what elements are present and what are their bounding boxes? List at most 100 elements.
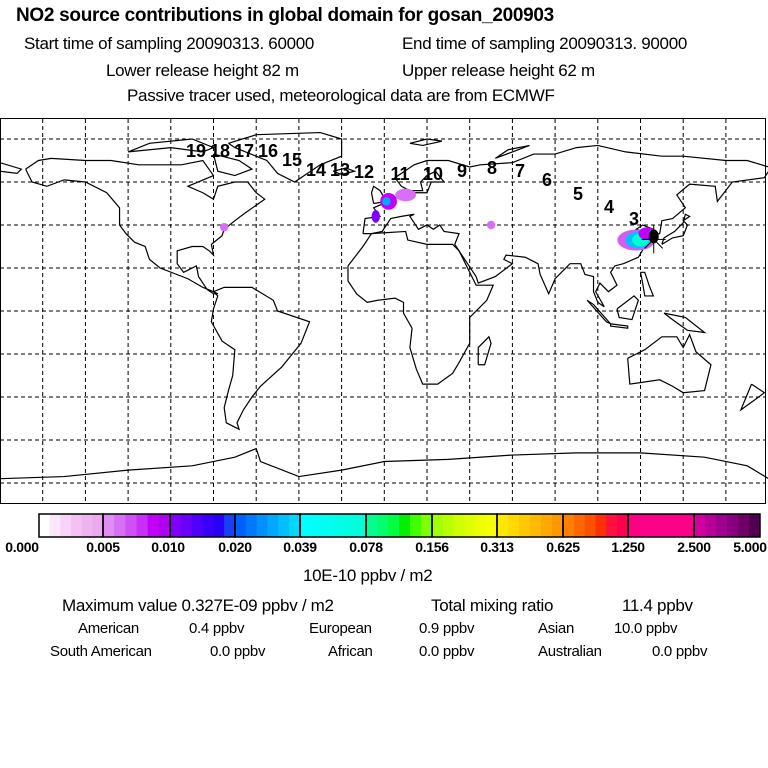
region-american-label: American [78, 620, 139, 637]
colorbar-tick-label: 0.010 [151, 539, 185, 555]
plume-patch [395, 188, 417, 202]
colorbar-swatch [672, 514, 684, 537]
colorbar-swatch [749, 514, 761, 537]
release-site-marker [641, 225, 666, 254]
colorbar-swatch [60, 514, 72, 537]
release-star-ray [644, 239, 655, 249]
colorbar-swatch [453, 514, 465, 537]
colorbar-swatch [595, 514, 607, 537]
coastline-java [610, 323, 629, 329]
colorbar-swatch [639, 514, 651, 537]
trajectory-label: 13 [329, 160, 351, 180]
trajectory-label: 10 [422, 164, 444, 184]
trajectory-label: 17 [233, 141, 255, 161]
colorbar-swatch [103, 514, 115, 537]
trajectory-label: 5 [572, 184, 584, 204]
coastline-baffin-island [212, 153, 254, 177]
colorbar-swatch [300, 514, 312, 537]
trajectory-label: 12 [353, 162, 375, 182]
coastline-philippines [639, 271, 655, 297]
colorbar-swatch [606, 514, 618, 537]
plume-patch [219, 222, 229, 232]
trajectory-label: 16 [257, 141, 279, 161]
colorbar [38, 513, 761, 538]
colorbar-tick-label: 2.500 [677, 539, 711, 555]
coastline-madagascar [477, 335, 492, 366]
trajectory-label: 19 [185, 141, 207, 161]
coastline-borneo [616, 295, 640, 321]
colorbar-swatch [486, 514, 498, 537]
colorbar-swatch [180, 514, 193, 537]
region-south-american-label: South American [50, 643, 152, 660]
colorbar-swatch [727, 514, 739, 537]
colorbar-swatch [311, 514, 323, 537]
colorbar-swatch [617, 514, 629, 537]
colorbar-swatch [475, 514, 487, 537]
colorbar-swatch [432, 514, 444, 537]
trajectory-label: 11 [390, 164, 410, 184]
region-australian-value: 0.0 ppbv [652, 643, 708, 660]
colorbar-swatch [716, 514, 728, 537]
maximum-value: Maximum value 0.327E-09 ppbv / m2 [62, 596, 334, 615]
figure-title: NO2 source contributions in global domai… [16, 5, 554, 26]
region-asian-value: 10.0 ppbv [614, 620, 678, 637]
colorbar-swatch [584, 514, 596, 537]
colorbar-swatch [573, 514, 586, 537]
colorbar-swatch [278, 514, 290, 537]
trajectory-label: 9 [456, 161, 468, 181]
trajectory-label: 7 [514, 161, 526, 181]
coastline-iceland [332, 167, 357, 176]
coastline-japan [661, 213, 691, 245]
colorbar-swatch [49, 514, 61, 537]
colorbar-swatch [92, 514, 104, 537]
total-mixing-ratio-label: Total mixing ratio [431, 596, 554, 615]
trajectory-label: 8 [486, 158, 498, 178]
colorbar-swatch [202, 514, 214, 537]
lower-release-height: Lower release height 82 m [106, 61, 299, 80]
colorbar-swatch [213, 514, 225, 537]
end-time: End time of sampling 20090313. 90000 [402, 34, 688, 53]
concentration-field [219, 188, 658, 251]
region-australian-label: Australian [538, 643, 602, 660]
colorbar-swatch [421, 514, 433, 537]
region-european-label: European [309, 620, 372, 637]
coastline-new-guinea [663, 312, 707, 334]
map-frame [0, 118, 766, 504]
colorbar-unit: 10E-10 ppbv / m2 [303, 566, 433, 585]
trajectory-label: 6 [541, 170, 553, 190]
colorbar-swatch [464, 514, 476, 537]
colorbar-swatch [71, 514, 83, 537]
colorbar-swatch [705, 514, 717, 537]
colorbar-swatch [289, 514, 301, 537]
colorbar-swatch [508, 514, 520, 537]
colorbar-swatch [530, 514, 542, 537]
colorbar-tick-label: 0.313 [480, 539, 514, 555]
colorbar-swatch [738, 514, 750, 537]
colorbar-swatch [563, 514, 575, 537]
plume-patch [382, 197, 391, 206]
colorbar-tick-label: 0.625 [546, 539, 580, 555]
trajectory-label: 3 [628, 209, 640, 229]
colorbar-swatch [541, 514, 553, 537]
colorbar-swatch [158, 514, 171, 537]
colorbar-swatch [683, 514, 695, 537]
coastlines [0, 131, 768, 480]
coastline-svalbard [409, 138, 443, 147]
colorbar-swatch [39, 514, 51, 537]
colorbar-tick-label: 0.020 [218, 539, 252, 555]
release-star-ray [653, 239, 664, 249]
region-european-value: 0.9 ppbv [419, 620, 475, 637]
colorbar-swatch [191, 514, 203, 537]
coastline-canadian-archipelago [127, 138, 216, 153]
trajectory-label: 4 [603, 197, 615, 217]
colorbar-swatch [661, 514, 673, 537]
colorbar-swatch [355, 514, 367, 537]
plume-patch [486, 220, 496, 230]
colorbar-swatch [377, 514, 389, 537]
colorbar-tick-label: 0.039 [283, 539, 317, 555]
colorbar-swatch [81, 514, 93, 537]
colorbar-tick-label: 0.156 [415, 539, 449, 555]
region-american-value: 0.4 ppbv [189, 620, 245, 637]
